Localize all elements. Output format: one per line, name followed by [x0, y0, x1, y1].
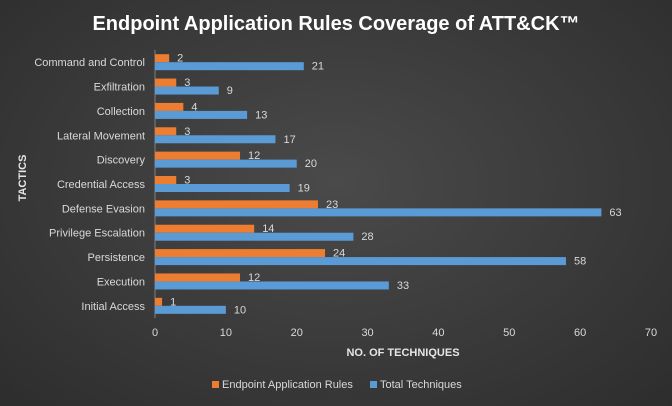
bar	[155, 135, 276, 144]
legend-swatch	[370, 381, 377, 388]
bar	[155, 200, 318, 209]
bar	[155, 176, 177, 184]
x-tick-label: 30	[361, 327, 373, 339]
data-label: 3	[184, 126, 190, 138]
bar	[155, 86, 219, 95]
x-axis-title: NO. OF TECHNIQUES	[346, 347, 459, 359]
y-axis-title: TACTICS	[17, 155, 29, 202]
data-label: 20	[305, 158, 317, 170]
x-tick-label: 50	[503, 327, 515, 339]
data-label: 2	[177, 53, 183, 65]
bar	[155, 78, 177, 87]
bar	[155, 297, 163, 306]
data-label: 17	[283, 134, 295, 146]
data-label: 10	[234, 304, 246, 316]
legend-label: Total Techniques	[380, 379, 462, 391]
bar	[155, 159, 297, 168]
data-label: 19	[298, 183, 310, 195]
x-tick-label: 70	[645, 327, 657, 339]
data-label: 21	[312, 61, 324, 73]
category-label: Credential Access	[57, 179, 146, 191]
data-label: 13	[255, 109, 267, 121]
category-label: Execution	[97, 276, 145, 288]
bar	[155, 151, 241, 160]
data-label: 9	[227, 85, 233, 97]
data-label: 14	[262, 223, 274, 235]
legend: Endpoint Application Rules Total Techniqu…	[212, 379, 462, 391]
category-label: Command and Control	[34, 57, 145, 69]
data-label: 12	[248, 272, 260, 284]
bar	[155, 305, 226, 314]
data-label: 28	[361, 231, 373, 243]
bar	[155, 62, 304, 71]
category-label: Privilege Escalation	[49, 228, 145, 240]
data-label: 23	[326, 199, 338, 211]
category-label: Discovery	[97, 155, 146, 167]
bar	[155, 110, 248, 119]
data-label: 24	[333, 248, 345, 260]
x-tick-label: 0	[152, 327, 158, 339]
bar	[155, 281, 389, 290]
category-label: Defense Evasion	[62, 203, 145, 215]
bar	[155, 54, 170, 63]
category-label: Initial Access	[81, 301, 145, 313]
category-label: Persistence	[88, 252, 145, 264]
data-label: 3	[184, 77, 190, 89]
bar	[155, 224, 255, 233]
plot-area: Command and Control 2 21 Exfiltration 3 9 Coll…	[34, 50, 657, 339]
data-label: 63	[609, 207, 621, 219]
data-label: 33	[397, 280, 409, 292]
data-label: 4	[191, 101, 197, 113]
data-label: 12	[248, 150, 260, 162]
bar	[155, 208, 602, 217]
x-tick-label: 20	[291, 327, 303, 339]
bar	[155, 232, 354, 241]
bar	[155, 273, 241, 282]
data-label: 1	[170, 296, 176, 308]
bar	[155, 102, 184, 111]
legend-label: Endpoint Application Rules	[222, 379, 353, 391]
x-tick-label: 40	[432, 327, 444, 339]
bar	[155, 257, 566, 266]
category-label: Collection	[97, 106, 145, 118]
bar	[155, 249, 326, 258]
bar	[155, 184, 290, 192]
data-label: 3	[184, 175, 190, 187]
x-tick-label: 60	[574, 327, 586, 339]
category-label: Exfiltration	[94, 82, 145, 94]
chart-title: Endpoint Application Rules Coverage of A…	[92, 13, 579, 35]
legend-swatch	[212, 381, 219, 388]
data-label: 58	[574, 256, 586, 268]
bar	[155, 127, 177, 136]
category-label: Lateral Movement	[57, 130, 145, 142]
x-tick-label: 10	[220, 327, 232, 339]
